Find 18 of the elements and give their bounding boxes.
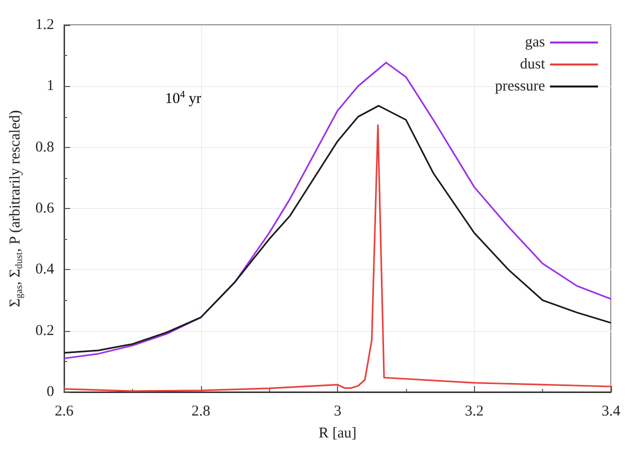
x-tick-label: 3: [334, 404, 342, 420]
x-axis-title: R [au]: [318, 426, 357, 442]
legend-label: gas: [525, 34, 546, 50]
x-tick-label: 2.6: [54, 404, 74, 420]
x-tick-label: 3.4: [602, 404, 621, 420]
legend-label: dust: [520, 56, 546, 72]
legend-label: pressure: [495, 78, 546, 94]
y-tick-label: 0.2: [35, 322, 54, 339]
y-axis-title: Σgas, Σdust, P (arbitrarily rescaled): [8, 110, 25, 308]
line-series: [63, 104, 612, 354]
y-tick-label: 0: [46, 384, 54, 400]
y-tick-label: 0.8: [35, 139, 54, 156]
y-tick-label: 1.2: [35, 17, 54, 33]
y-tick-label: 0.6: [35, 200, 55, 216]
y-tick-label: 1: [46, 78, 54, 94]
x-tick-label: 3.2: [464, 404, 484, 420]
x-tick-label: 2.8: [191, 404, 210, 420]
y-tick-label: 0.4: [35, 262, 55, 278]
